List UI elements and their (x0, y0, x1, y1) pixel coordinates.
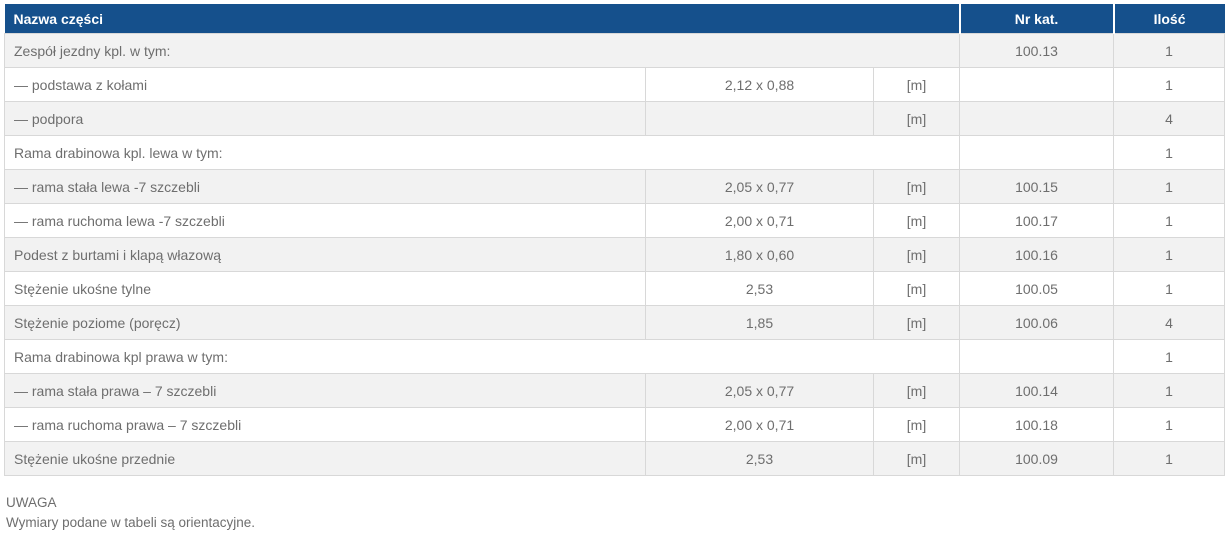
cell-nr-kat (959, 135, 1115, 170)
cell-unit: [m] (872, 67, 961, 102)
table-row: Rama drabinowa kpl prawa w tym: 1 (3, 339, 1226, 374)
parts-table: Nazwa części Nr kat. Ilość Zespół jezdny… (3, 4, 1226, 476)
cell-unit: [m] (872, 305, 961, 340)
cell-nr-kat: 100.16 (959, 237, 1115, 272)
table-row: Stężenie ukośne tylne 2,53 [m] 100.05 1 (4, 271, 1226, 306)
cell-unit: [m] (872, 407, 961, 442)
cell-name: — podpora (4, 101, 646, 136)
cell-qty: 1 (1113, 67, 1226, 102)
table-row: — rama stała prawa – 7 szczebli 2,05 x 0,… (4, 373, 1226, 408)
cell-unit: [m] (872, 203, 961, 238)
cell-dim: 2,12 x 0,88 (645, 67, 874, 102)
cell-nr-kat: 100.05 (959, 271, 1115, 306)
cell-name: — rama stała prawa – 7 szczebli (4, 373, 646, 408)
cell-nr-kat: 100.17 (959, 203, 1115, 238)
cell-nr-kat: 100.15 (959, 169, 1115, 204)
table-row: — rama stała lewa -7 szczebli 2,05 x 0,77… (4, 169, 1226, 204)
cell-nr-kat: 100.14 (959, 373, 1115, 408)
parts-table-body: Zespół jezdny kpl. w tym: 100.13 1— podsta… (3, 33, 1226, 476)
table-row: Rama drabinowa kpl. lewa w tym: 1 (3, 135, 1226, 170)
cell-qty: 1 (1113, 203, 1226, 238)
cell-qty: 1 (1113, 33, 1226, 68)
table-row: Stężenie ukośne przednie 2,53 [m] 100.09 1 (4, 441, 1226, 476)
cell-qty: 1 (1113, 441, 1226, 476)
cell-name: Stężenie ukośne tylne (4, 271, 646, 306)
cell-unit: [m] (872, 373, 961, 408)
cell-dim: 2,53 (645, 441, 874, 476)
column-header-nr-kat: Nr kat. (959, 4, 1115, 34)
cell-dim: 2,00 x 0,71 (645, 407, 874, 442)
parts-table-header: Nazwa części Nr kat. Ilość (4, 4, 1225, 34)
cell-nr-kat: 100.13 (959, 33, 1115, 68)
table-row: — rama ruchoma prawa – 7 szczebli 2,00 x … (4, 407, 1226, 442)
cell-name: — podstawa z kołami (4, 67, 646, 102)
cell-qty: 1 (1113, 237, 1226, 272)
cell-qty: 1 (1113, 271, 1226, 306)
cell-qty: 1 (1113, 407, 1226, 442)
table-row: Podest z burtami i klapą włazową 1,80 x 0… (4, 237, 1226, 272)
cell-nr-kat (959, 101, 1115, 136)
cell-nr-kat (959, 67, 1115, 102)
table-row: Zespół jezdny kpl. w tym: 100.13 1 (3, 33, 1226, 68)
cell-unit: [m] (872, 101, 961, 136)
table-row: — podpora [m] 4 (4, 101, 1226, 136)
cell-nr-kat (959, 339, 1115, 374)
cell-name: Stężenie poziome (poręcz) (4, 305, 646, 340)
table-row: Stężenie poziome (poręcz) 1,85 [m] 100.06 4 (4, 305, 1226, 340)
cell-dim (645, 101, 874, 136)
note-block: UWAGA Wymiary podane w tabeli są orienta… (6, 493, 1228, 532)
cell-name: — rama ruchoma lewa -7 szczebli (4, 203, 646, 238)
table-row: — rama ruchoma lewa -7 szczebli 2,00 x 0,… (4, 203, 1226, 238)
header-row: Nazwa części Nr kat. Ilość (4, 4, 1225, 34)
cell-name: — rama stała lewa -7 szczebli (4, 169, 646, 204)
cell-qty: 1 (1113, 339, 1226, 374)
cell-unit: [m] (872, 271, 961, 306)
column-header-qty: Ilość (1113, 4, 1225, 34)
cell-name: Zespół jezdny kpl. w tym: (3, 33, 961, 68)
cell-dim: 2,05 x 0,77 (645, 169, 874, 204)
cell-dim: 2,05 x 0,77 (645, 373, 874, 408)
cell-qty: 4 (1113, 101, 1226, 136)
note-title: UWAGA (6, 495, 57, 510)
cell-nr-kat: 100.06 (959, 305, 1115, 340)
cell-qty: 1 (1113, 135, 1226, 170)
cell-qty: 4 (1113, 305, 1226, 340)
cell-name: Podest z burtami i klapą włazową (4, 237, 646, 272)
cell-name: Rama drabinowa kpl. lewa w tym: (3, 135, 961, 170)
column-header-name: Nazwa części (4, 4, 961, 34)
cell-qty: 1 (1113, 169, 1226, 204)
cell-name: Rama drabinowa kpl prawa w tym: (3, 339, 961, 374)
cell-unit: [m] (872, 441, 961, 476)
cell-qty: 1 (1113, 373, 1226, 408)
cell-unit: [m] (872, 169, 961, 204)
cell-dim: 1,85 (645, 305, 874, 340)
cell-dim: 2,00 x 0,71 (645, 203, 874, 238)
cell-nr-kat: 100.18 (959, 407, 1115, 442)
cell-unit: [m] (872, 237, 961, 272)
cell-dim: 2,53 (645, 271, 874, 306)
cell-nr-kat: 100.09 (959, 441, 1115, 476)
table-row: — podstawa z kołami 2,12 x 0,88 [m] 1 (4, 67, 1226, 102)
cell-name: — rama ruchoma prawa – 7 szczebli (4, 407, 646, 442)
cell-dim: 1,80 x 0,60 (645, 237, 874, 272)
note-text: Wymiary podane w tabeli są orientacyjne. (6, 514, 255, 530)
cell-name: Stężenie ukośne przednie (4, 441, 646, 476)
